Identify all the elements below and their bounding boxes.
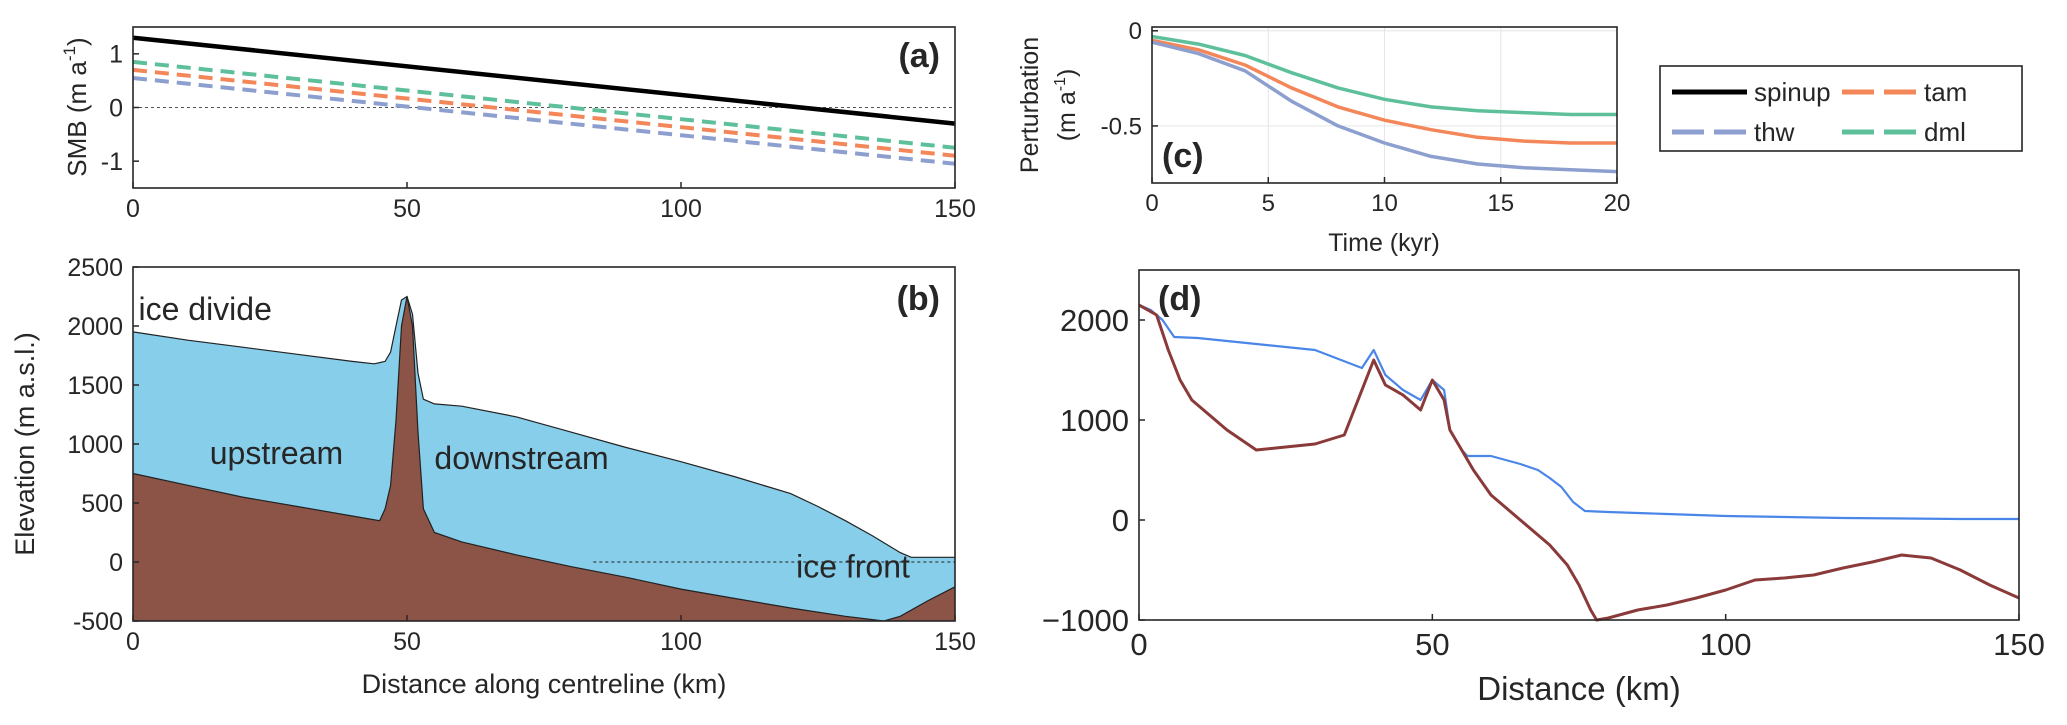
bed-area: [133, 296, 955, 621]
panel-a-label: (a): [898, 37, 940, 75]
panel-b-ylabel: Elevation (m a.s.l.): [10, 332, 40, 556]
y-tick-label: 1000: [67, 431, 123, 459]
panel-a-ylabel-end: ): [62, 37, 92, 46]
series-line-tam: [1151, 38, 1617, 145]
series-line-tam: [132, 67, 956, 158]
y-tick-label: 2000: [67, 313, 123, 341]
panel-c-xlabel: Time (kyr): [1328, 229, 1440, 257]
x-tick-label: 150: [1993, 627, 2045, 662]
annotation-label: upstream: [210, 435, 343, 471]
panel-c-perturbation-chart: 0 5 10 15 20 0-0.5 (c) Perturbation (m a-1) …: [1016, 18, 1630, 257]
y-tick-label: 500: [81, 490, 123, 518]
y-tick-label: -500: [73, 608, 123, 636]
x-tick-label: 20: [1604, 190, 1631, 217]
x-tick-label: 0: [126, 628, 140, 656]
panel-b-label: (b): [897, 280, 940, 318]
x-tick-label: 50: [1415, 627, 1449, 662]
series-line-thw: [132, 76, 956, 166]
x-tick-label: 10: [1371, 190, 1398, 217]
x-tick-label: 15: [1487, 190, 1514, 217]
x-tick-label: 0: [126, 195, 140, 223]
annotation-label: ice divide: [138, 291, 271, 327]
legend-label-tam: tam: [1924, 77, 1967, 107]
bed-outline: [132, 296, 956, 622]
x-tick-label: 5: [1262, 190, 1275, 217]
panel-a-smb-chart: 0 50 100 150 -101 (a) SMB (m a-1): [60, 26, 976, 223]
y-tick-label: 2500: [67, 254, 123, 282]
panel-b-xlabel: Distance along centreline (km): [362, 669, 727, 699]
x-tick-label: 150: [934, 195, 976, 223]
legend-label-spinup: spinup: [1754, 77, 1831, 107]
y-tick-label: 0: [109, 94, 123, 122]
x-tick-label: 0: [1130, 627, 1147, 662]
x-tick-label: 50: [393, 195, 421, 223]
panel-a-ylabel-sup: -1: [60, 46, 79, 61]
y-tick-label: 0: [1112, 503, 1129, 538]
y-tick-label: 1500: [67, 372, 123, 400]
panel-a-ylabel-main: SMB (m a: [62, 61, 92, 177]
series-line-bed: [1138, 303, 2020, 622]
x-tick-label: 50: [393, 628, 421, 656]
y-tick-label: 1: [109, 41, 123, 69]
panel-c-ylabel-main: (m a: [1053, 91, 1081, 141]
legend-box: [1659, 65, 2023, 152]
y-tick-label: 2000: [1060, 303, 1129, 338]
y-tick-label: 0: [109, 549, 123, 577]
panel-c-label: (c): [1162, 137, 1204, 175]
ice-area: [133, 296, 955, 621]
y-tick-label: −1000: [1042, 603, 1129, 638]
panel-d-frame: [1138, 269, 2020, 621]
x-tick-label: 150: [934, 628, 976, 656]
series-line-dml: [132, 59, 956, 150]
panel-d-label: (d): [1158, 280, 1201, 318]
legend-label-dml: dml: [1924, 117, 1966, 147]
x-tick-label: 100: [660, 195, 702, 223]
panel-c-ylabel-sup: -1: [1052, 77, 1069, 91]
annotation-label: ice front: [796, 548, 910, 584]
annotation-label: downstream: [434, 440, 608, 476]
legend: spinup tam thw dml: [1659, 65, 2023, 152]
legend-label-thw: thw: [1754, 117, 1795, 147]
panel-d-xlabel: Distance (km): [1477, 670, 1681, 707]
ice-surface-outline: [132, 295, 955, 558]
x-tick-label: 0: [1145, 190, 1158, 217]
x-tick-label: 100: [660, 628, 702, 656]
x-tick-label: 100: [1700, 627, 1752, 662]
panel-c-ylabel-end: ): [1053, 69, 1081, 77]
y-tick-label: 1000: [1060, 403, 1129, 438]
panel-c-ylabel-line1: Perturbation: [1016, 37, 1044, 173]
series-line-thw: [1151, 40, 1618, 174]
y-tick-label: -0.5: [1101, 113, 1142, 140]
series-line-dml: [1151, 34, 1617, 117]
panel-a-ylabel: SMB (m a-1): [60, 37, 92, 176]
panel-d-plot-area: [1139, 270, 2019, 620]
y-tick-label: -1: [101, 148, 123, 176]
panel-c-ylabel-line2: (m a-1): [1052, 69, 1081, 142]
y-tick-label: 0: [1129, 18, 1142, 45]
series-line-spinup: [132, 35, 956, 126]
